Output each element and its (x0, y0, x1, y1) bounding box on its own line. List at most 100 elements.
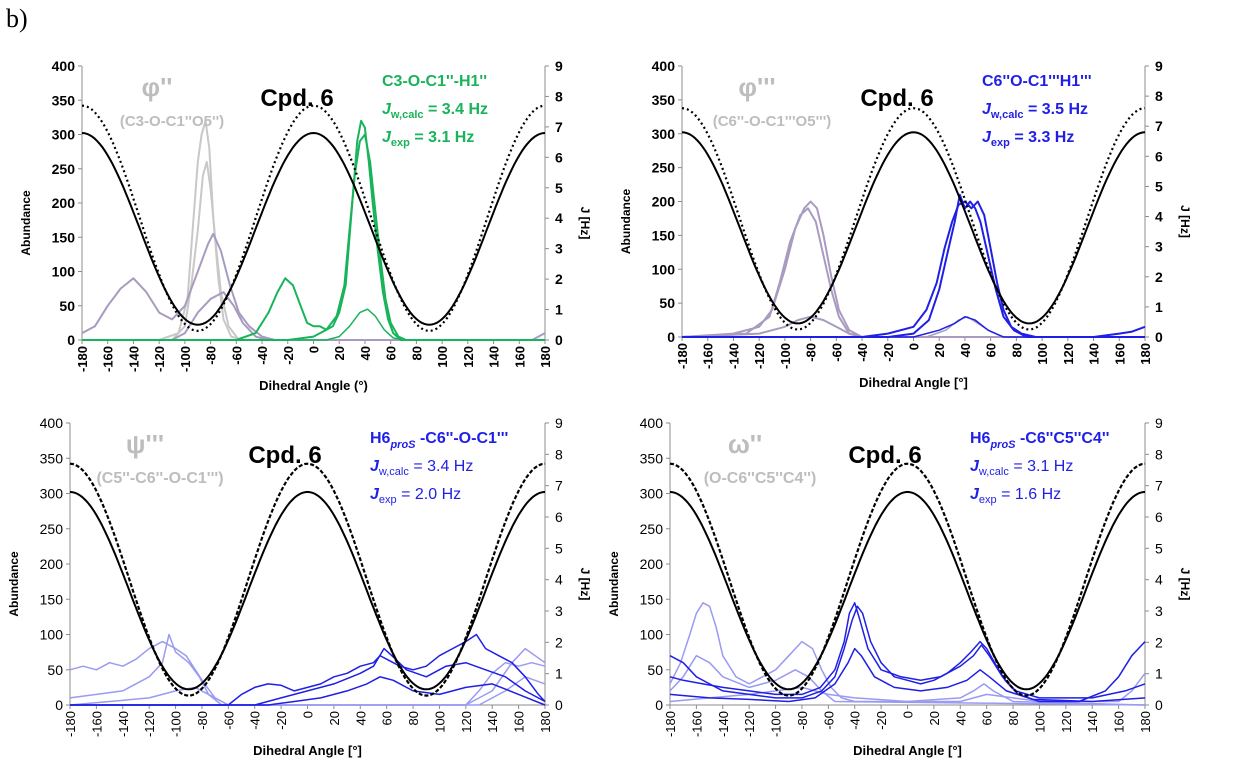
x-tick-label: -160 (689, 711, 704, 737)
y-axis-right-label: J [Hz] (578, 207, 592, 240)
x-tick-label: -120 (152, 346, 167, 372)
j-exp-label: Jexp = 1.6 Hz (970, 486, 1061, 506)
y-left-tick-label: 400 (40, 415, 64, 431)
y-left-tick-label: 50 (47, 662, 63, 678)
x-tick-label: -40 (848, 711, 863, 730)
y-right-tick-label: 1 (555, 302, 563, 318)
x-tick-label: -80 (804, 343, 819, 362)
y-left-tick-label: 200 (640, 556, 664, 572)
chart-title: Cpd. 6 (848, 442, 921, 469)
x-tick-label: -40 (255, 346, 270, 365)
angle-symbol: φ'' (142, 72, 173, 102)
y-right-tick-label: 8 (1155, 446, 1163, 462)
coupling-label: C3-O-C1''-H1'' (382, 73, 487, 90)
y-right-tick-label: 3 (1155, 603, 1163, 619)
y-left-tick-label: 100 (52, 264, 76, 280)
j-calc-label: Jw,calc = 3.4 Hz (370, 458, 473, 478)
abundance-series-line (682, 193, 1145, 338)
y-left-tick-label: 350 (40, 450, 64, 466)
x-tick-label: 60 (980, 711, 995, 725)
x-tick-label: 180 (538, 346, 553, 368)
x-tick-label: -140 (116, 711, 131, 737)
x-tick-label: 100 (432, 711, 447, 733)
abundance-series-line (69, 633, 546, 706)
y-right-tick-label: 3 (555, 603, 563, 619)
y-right-tick-label: 0 (555, 332, 563, 348)
abundance-series-line (82, 119, 545, 341)
x-tick-label: -80 (204, 346, 219, 365)
coupling-label: H6proS -C6''-O-C1''' (370, 430, 508, 451)
x-tick-label: -20 (881, 343, 896, 362)
coupling-label: C6''O-C1'''H1''' (982, 73, 1092, 90)
y-axis-right-label: J [Hz] (578, 568, 592, 601)
x-tick-label: 140 (1085, 711, 1100, 733)
x-axis-label: Dihedral Angle [°] (253, 743, 362, 758)
karplus-curve (669, 462, 1146, 697)
x-tick-label: 60 (380, 711, 395, 725)
x-tick-label: 180 (538, 711, 553, 733)
y-right-tick-label: 5 (1155, 540, 1163, 556)
x-tick-label: -80 (195, 711, 210, 730)
karplus-curve (69, 490, 546, 691)
y-left-tick-label: 50 (659, 295, 675, 311)
y-left-tick-label: 350 (52, 92, 76, 108)
x-tick-label: 120 (1061, 343, 1076, 365)
x-tick-label: 100 (1032, 711, 1047, 733)
y-right-tick-label: 7 (555, 119, 563, 135)
y-right-tick-label: 2 (555, 634, 563, 650)
x-tick-label: 140 (487, 346, 502, 368)
x-tick-label: 100 (435, 346, 450, 368)
x-tick-label: 20 (332, 346, 347, 360)
y-right-tick-label: 2 (1155, 634, 1163, 650)
abundance-series-line (669, 602, 1146, 699)
x-tick-label: -60 (221, 711, 236, 730)
x-tick-label: 0 (301, 711, 316, 718)
x-axis-label: Dihedral Angle [°] (859, 375, 968, 390)
y-right-tick-label: 4 (1155, 572, 1163, 588)
y-right-tick-label: 9 (555, 58, 563, 74)
x-tick-label: 120 (459, 711, 474, 733)
y-left-tick-label: 200 (40, 556, 64, 572)
y-left-tick-label: 200 (652, 194, 676, 210)
abundance-series-line (69, 640, 546, 706)
y-axis-right-label: J [Hz] (1178, 568, 1192, 601)
abundance-series-line (70, 647, 546, 706)
y-left-tick-label: 200 (52, 195, 76, 211)
karplus-curve (69, 462, 546, 697)
x-tick-label: -160 (89, 711, 104, 737)
karplus-curve (81, 104, 546, 333)
y-right-tick-label: 0 (1155, 697, 1163, 713)
angle-symbol: ψ''' (126, 429, 164, 459)
x-tick-label: -140 (126, 346, 141, 372)
abundance-series-line (69, 676, 546, 706)
y-right-tick-label: 5 (555, 180, 563, 196)
abundance-series-line (82, 160, 545, 341)
x-tick-label: 60 (384, 346, 399, 360)
abundance-series-line (82, 291, 545, 341)
abundance-series-line (669, 647, 1146, 703)
y-left-tick-label: 300 (40, 486, 64, 502)
j-exp-label: Jexp = 2.0 Hz (370, 486, 461, 506)
j-exp-label: Jexp = 3.1 Hz (382, 129, 474, 149)
x-tick-label: 40 (958, 343, 973, 357)
x-tick-label: 80 (406, 711, 421, 725)
y-right-tick-label: 5 (555, 540, 563, 556)
y-right-tick-label: 0 (1155, 329, 1163, 345)
panel-label: b) (6, 4, 28, 33)
karplus-curve (669, 490, 1146, 691)
y-left-tick-label: 100 (640, 627, 664, 643)
y-right-tick-label: 2 (1155, 269, 1163, 285)
y-axis-left-label: Abundance (607, 551, 621, 617)
x-tick-label: -20 (274, 711, 289, 730)
abundance-series-line (681, 207, 1145, 338)
y-axis-left-label: Abundance (19, 190, 33, 256)
abundance-series-line (669, 683, 1146, 706)
y-left-tick-label: 300 (52, 127, 76, 143)
x-tick-label: -140 (726, 343, 741, 369)
x-tick-label: 80 (409, 346, 424, 360)
y-left-tick-label: 50 (59, 298, 75, 314)
abundance-series-line (681, 200, 1145, 338)
y-right-tick-label: 7 (1155, 478, 1163, 494)
